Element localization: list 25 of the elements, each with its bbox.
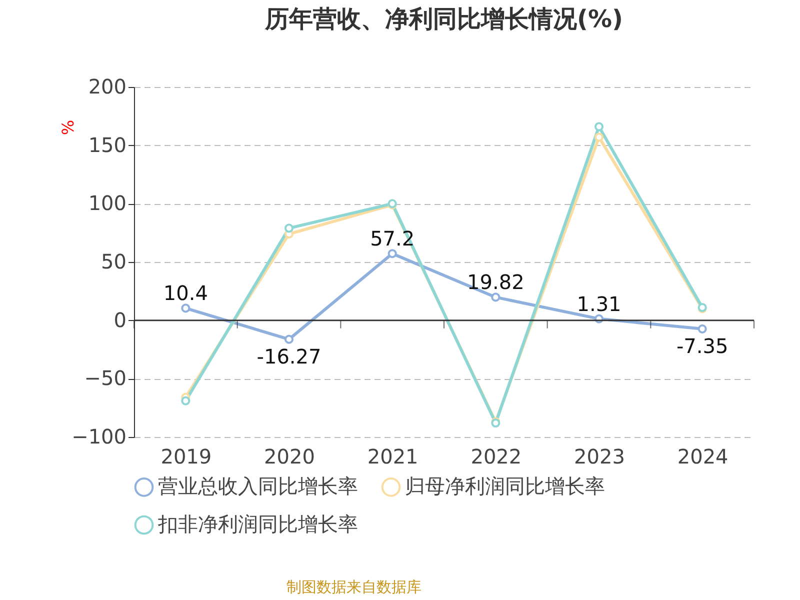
- text: 制图数据来自数据库: [286, 578, 422, 596]
- x-tick-label: 2023: [574, 444, 625, 468]
- y-axis-title: %: [58, 120, 78, 136]
- data-label: 10.4: [163, 281, 208, 306]
- x-tick-label: 2020: [264, 444, 315, 468]
- x-tick-label: 2021: [367, 444, 418, 468]
- x-tick-label: 2019: [160, 444, 212, 468]
- data-label: 19.82: [467, 270, 524, 294]
- data-label: -7.35: [676, 334, 728, 358]
- y-tick-label: 100: [88, 191, 126, 216]
- y-tick-label: 150: [88, 132, 126, 157]
- y-tick-label: 200: [88, 74, 126, 98]
- y-tick-label: 0: [114, 308, 126, 332]
- legend-label: 扣非净利润同比增长率: [157, 512, 358, 536]
- y-tick-label: −50: [84, 366, 126, 390]
- x-tick-label: 2022: [470, 444, 522, 468]
- legend-label: 归母净利润同比增长率: [405, 474, 605, 498]
- chart-title: 历年营收、净利同比增长情况(%): [264, 5, 623, 33]
- x-tick-label: 2024: [677, 444, 728, 468]
- legend-label: 营业总收入同比增长率: [158, 474, 358, 498]
- data-label: 1.31: [576, 292, 622, 316]
- data-label: 57.2: [370, 226, 415, 251]
- y-tick-label: 50: [101, 250, 126, 274]
- data-label: -16.27: [256, 344, 322, 368]
- y-tick-label: −100: [72, 424, 126, 448]
